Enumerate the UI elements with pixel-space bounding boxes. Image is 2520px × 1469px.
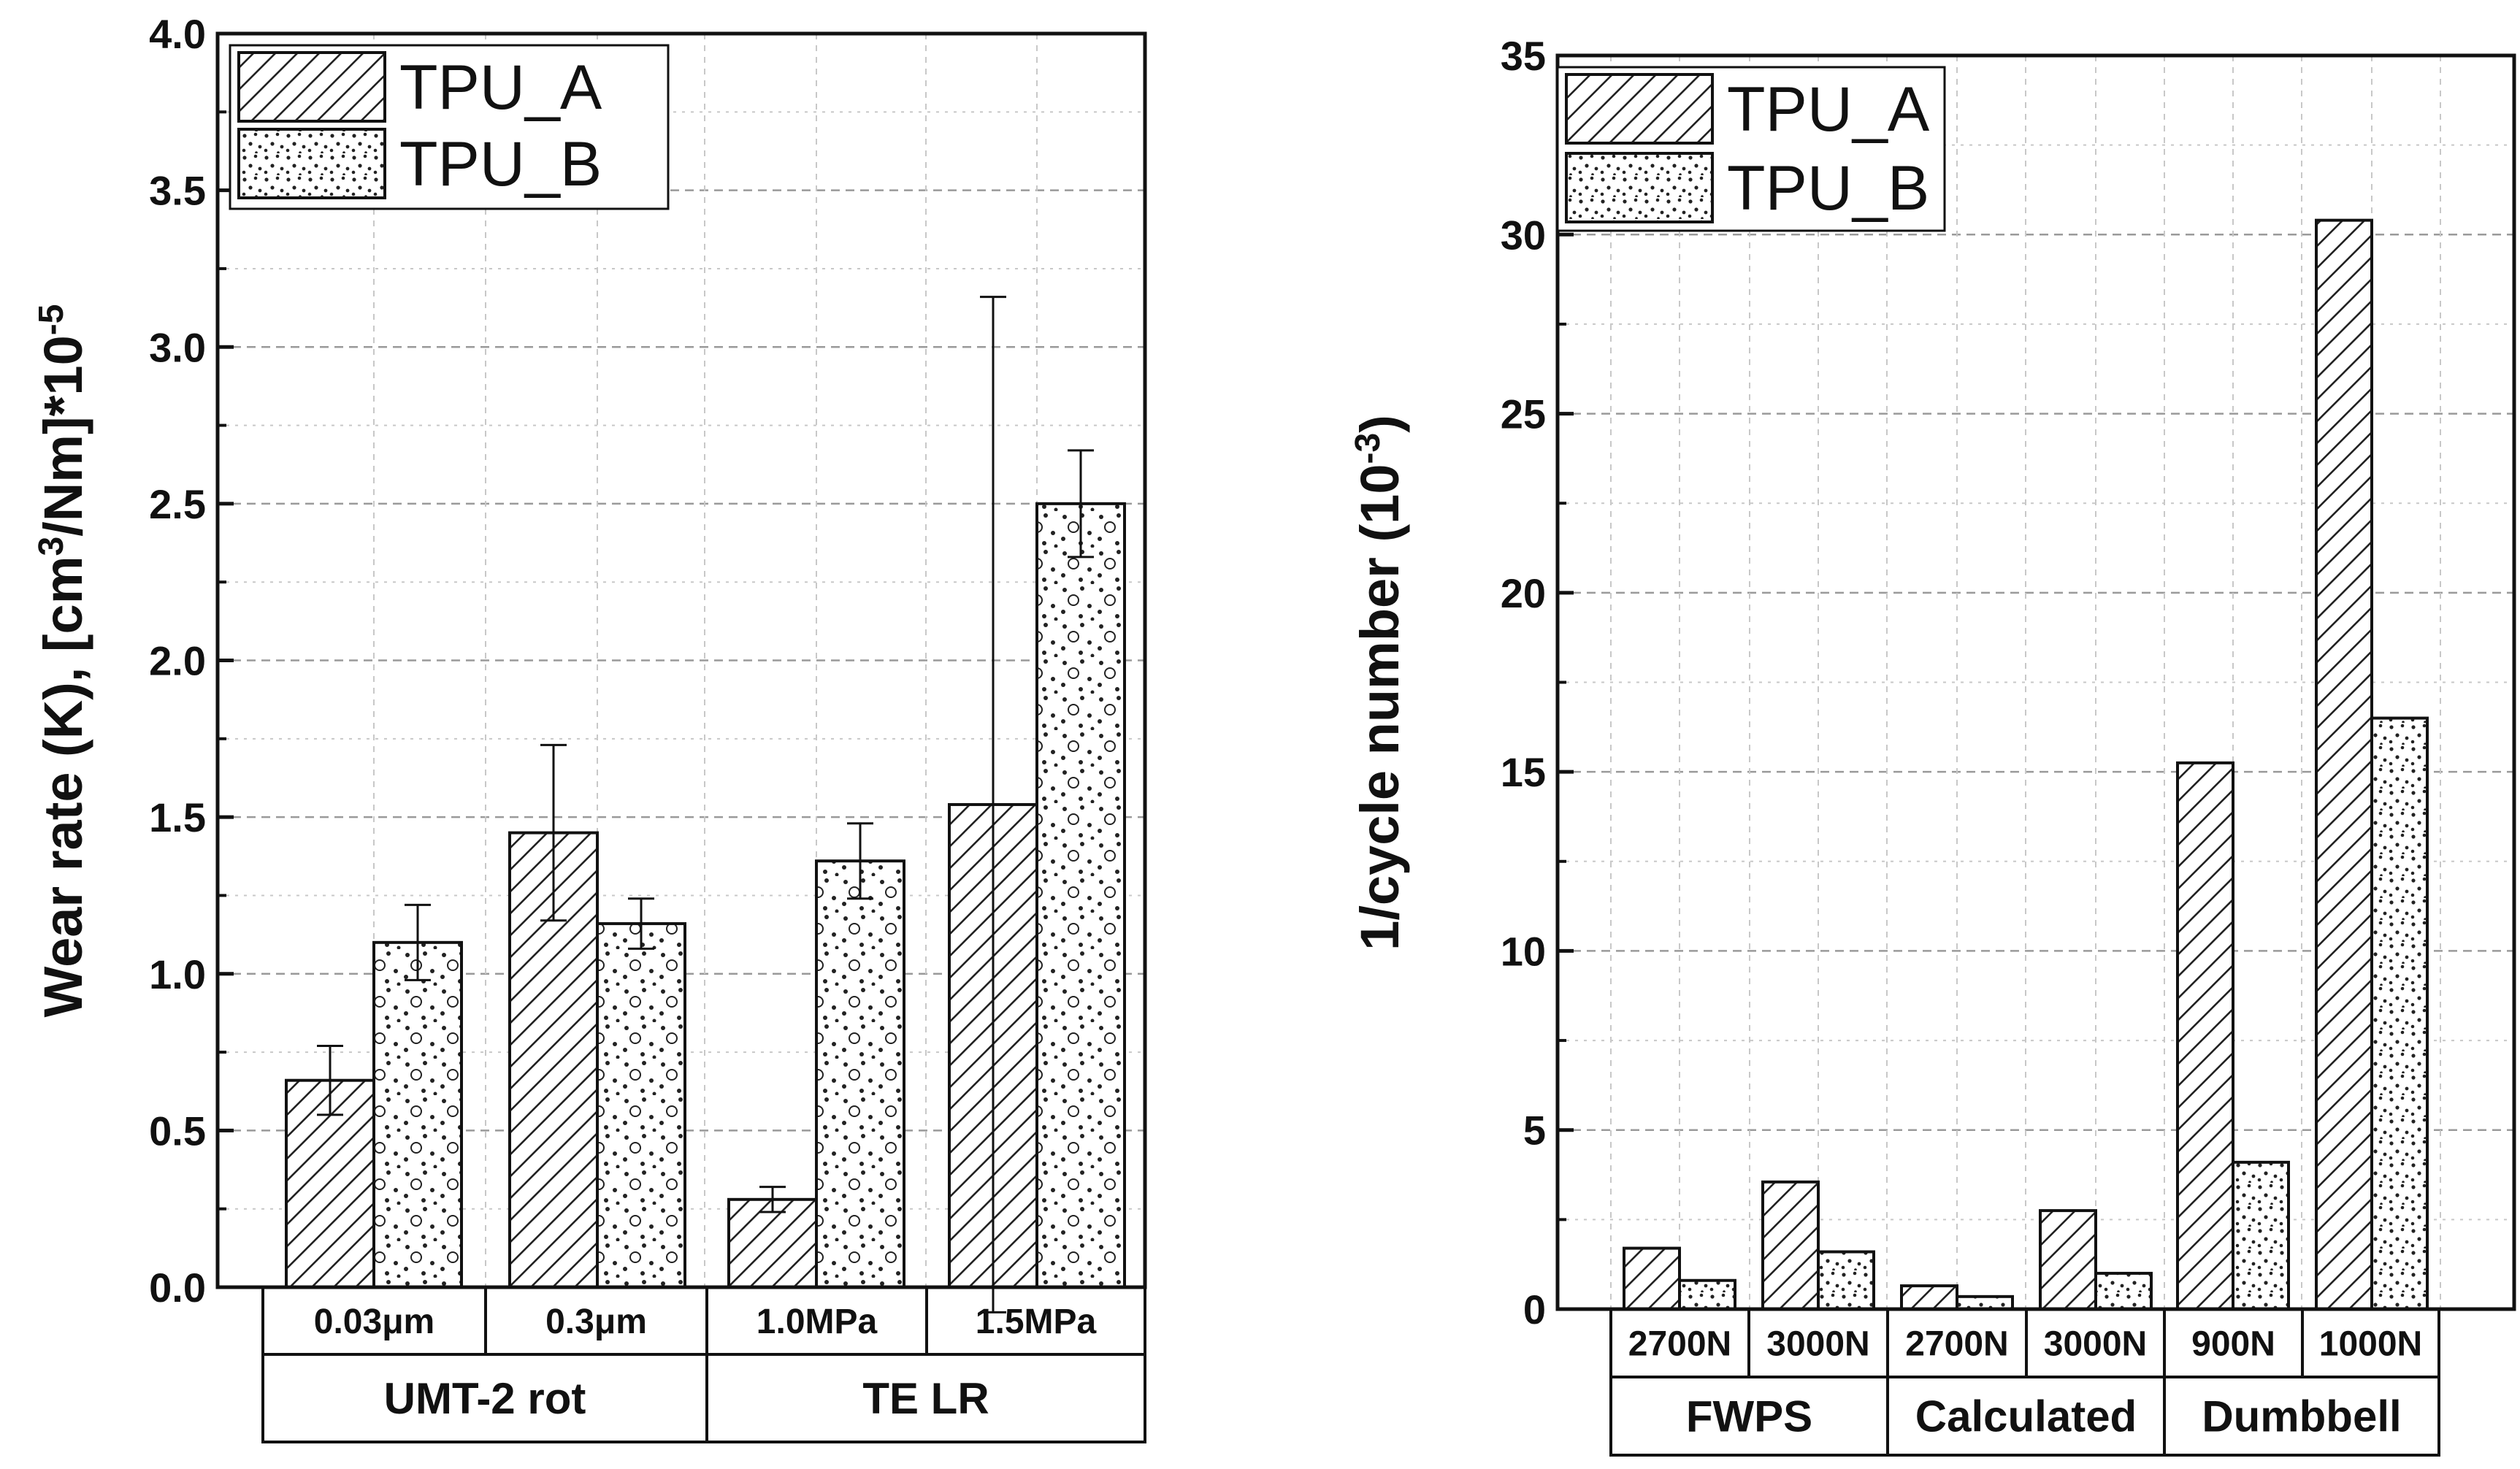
group-label: UMT-2 rot <box>384 1374 586 1423</box>
group-label: Calculated <box>1915 1392 2137 1441</box>
bars <box>1623 218 2429 1311</box>
error-bar-tpu-a-0 <box>317 1044 343 1116</box>
legend-swatch-tpu-b <box>1565 152 1714 223</box>
y-tick-label: 2.5 <box>149 481 206 527</box>
bar-tpu-b-3 <box>1035 502 1126 1289</box>
category-label: 1.5MPa <box>976 1303 1097 1341</box>
y-tick-label: 10 <box>1501 928 1546 974</box>
legend-swatch-tpu-a <box>237 51 386 123</box>
legend: TPU_A TPU_B <box>1556 66 1946 232</box>
y-tick-label: 5 <box>1523 1108 1546 1154</box>
x-axis-frame <box>261 1286 1146 1443</box>
category-label: 2700N <box>1628 1325 1731 1364</box>
y-axis-title: 1/cycle number (10-3) <box>1349 415 1411 951</box>
error-bar-tpu-b-3 <box>1068 449 1094 559</box>
error-bar-tpu-b-0 <box>405 903 431 981</box>
bar-tpu-a-1 <box>1761 1180 1820 1311</box>
category-label: 2700N <box>1905 1325 2008 1364</box>
bar-tpu-b-2 <box>815 859 905 1289</box>
bar-tpu-b-3 <box>2094 1271 2153 1311</box>
y-tick-label: 3.5 <box>149 168 206 214</box>
y-ticks: 0 5 10 15 20 25 30 35 <box>1501 33 1574 1332</box>
y-tick-label: 20 <box>1501 570 1546 616</box>
bar-tpu-a-2 <box>1900 1284 1958 1311</box>
y-tick-label: 2.0 <box>149 638 206 684</box>
group-label: FWPS <box>1686 1392 1812 1441</box>
category-label: 3000N <box>1766 1325 1869 1364</box>
legend-swatch-tpu-a <box>1565 73 1714 145</box>
group-label: Dumbbell <box>2202 1392 2401 1441</box>
y-tick-label: 35 <box>1501 33 1546 79</box>
x-axis-table: 0.03μm 0.3μm 1.0MPa 1.5MPa UMT-2 rot TE LR <box>261 1286 1146 1443</box>
category-label: 0.03μm <box>314 1303 434 1341</box>
wear-rate-chart: 0.0 0.5 1.0 1.5 2.0 2.5 3.0 3.5 4.0 0.03μm 0.3μm 1… <box>32 11 1147 1443</box>
error-bar-tpu-b-2 <box>847 822 873 900</box>
y-tick-label: 0.0 <box>149 1265 206 1311</box>
category-label: 3000N <box>2044 1325 2147 1364</box>
y-tick-label: 30 <box>1501 212 1546 258</box>
y-tick-label: 0 <box>1523 1286 1546 1332</box>
legend-label: TPU_A <box>1727 74 1930 145</box>
y-tick-label: 0.5 <box>149 1108 206 1154</box>
cycle-number-chart: 0 5 10 15 20 25 30 35 2700N 3000N 2700N 3000N 900N 1… <box>1349 33 2516 1457</box>
x-axis-table: 2700N 3000N 2700N 3000N 900N 1000N FWPS Calcula… <box>1609 1308 2440 1457</box>
category-label: 0.3μm <box>545 1303 647 1341</box>
y-axis-title: Wear rate (K), [cm3/Nm]*10-5 <box>32 304 94 1018</box>
bar-tpu-b-4 <box>2232 1160 2290 1311</box>
bar-tpu-b-0 <box>1678 1278 1736 1311</box>
y-tick-label: 15 <box>1501 749 1546 795</box>
bar-tpu-b-1 <box>1817 1250 1875 1311</box>
legend-label: TPU_A <box>399 53 602 123</box>
bar-tpu-b-2 <box>1956 1295 2014 1311</box>
bar-tpu-b-5 <box>2370 716 2429 1311</box>
legend-swatch-tpu-b <box>237 128 386 199</box>
y-tick-label: 1.5 <box>149 794 206 840</box>
error-bar-tpu-a-1 <box>540 743 567 922</box>
bar-tpu-a-5 <box>2315 218 2373 1311</box>
y-tick-label: 4.0 <box>149 11 206 57</box>
category-label: 1000N <box>2319 1325 2422 1364</box>
y-ticks: 0.0 0.5 1.0 1.5 2.0 2.5 3.0 3.5 4.0 <box>149 11 234 1311</box>
category-label: 900N <box>2191 1325 2275 1364</box>
y-tick-label: 1.0 <box>149 951 206 997</box>
error-bar-tpu-a-2 <box>759 1186 786 1213</box>
bar-tpu-a-3 <box>2039 1209 2097 1311</box>
category-label: 1.0MPa <box>757 1303 878 1341</box>
error-bar-tpu-b-1 <box>628 897 654 950</box>
bar-tpu-b-1 <box>596 922 686 1289</box>
group-label: TE LR <box>862 1374 989 1423</box>
legend-label: TPU_B <box>399 129 602 199</box>
error-bar-tpu-a-3 <box>980 296 1006 1313</box>
error-bars <box>317 296 1094 1313</box>
bar-tpu-b-0 <box>372 940 463 1289</box>
y-tick-label: 25 <box>1501 391 1546 437</box>
bar-tpu-a-4 <box>2176 761 2234 1311</box>
y-tick-label: 3.0 <box>149 324 206 370</box>
legend-label: TPU_B <box>1727 153 1929 223</box>
bar-tpu-a-0 <box>1623 1246 1681 1311</box>
